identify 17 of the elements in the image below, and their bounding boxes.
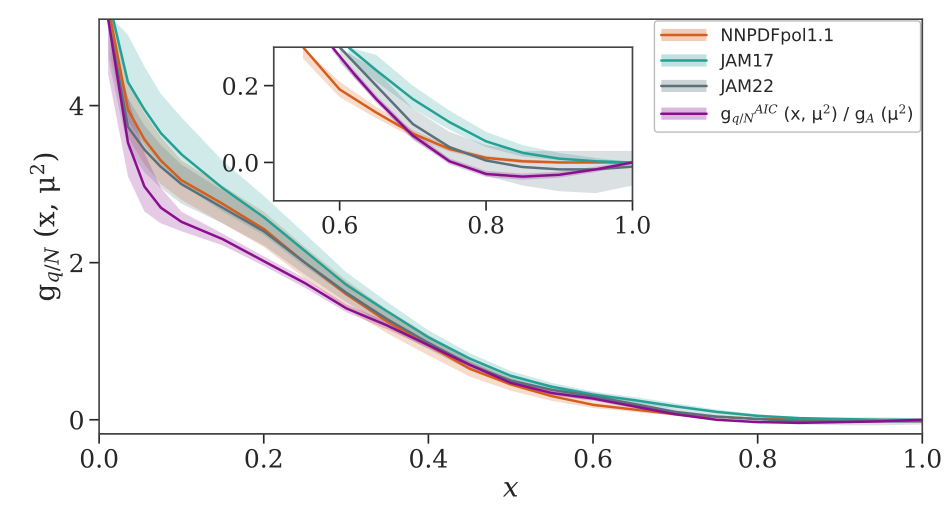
x-tick-label: 0.6 [322, 216, 357, 234]
x-tick-label: 1.0 [905, 448, 941, 468]
y-axis-title: g$_{q/N}$ (x, μ$^{2}$) [30, 154, 63, 300]
x-tick-label: 0.2 [246, 448, 282, 468]
text: g$_{q/N}$$^{AIC}$ (x, μ$^{2}$) / g$_{A}$ (μ$^{2}$) [721, 104, 912, 125]
x-axis-title: x [502, 482, 518, 497]
y-tick-label: 0 [70, 410, 83, 430]
legend-label: JAM17 [719, 54, 773, 70]
y-tick-label: 2 [70, 254, 82, 272]
legend-label: NNPDFpol1.1 [722, 28, 833, 45]
y-tick-label: 4 [69, 96, 84, 116]
x-tick-label: 0.8 [468, 216, 504, 234]
x-tick-label: 1.0 [616, 216, 650, 234]
x-tick-label: 0.6 [574, 448, 612, 468]
legend-label: JAM22 [719, 79, 772, 96]
x-tick-label: 0.8 [739, 448, 776, 468]
x-tick-label: 0.4 [410, 448, 448, 468]
